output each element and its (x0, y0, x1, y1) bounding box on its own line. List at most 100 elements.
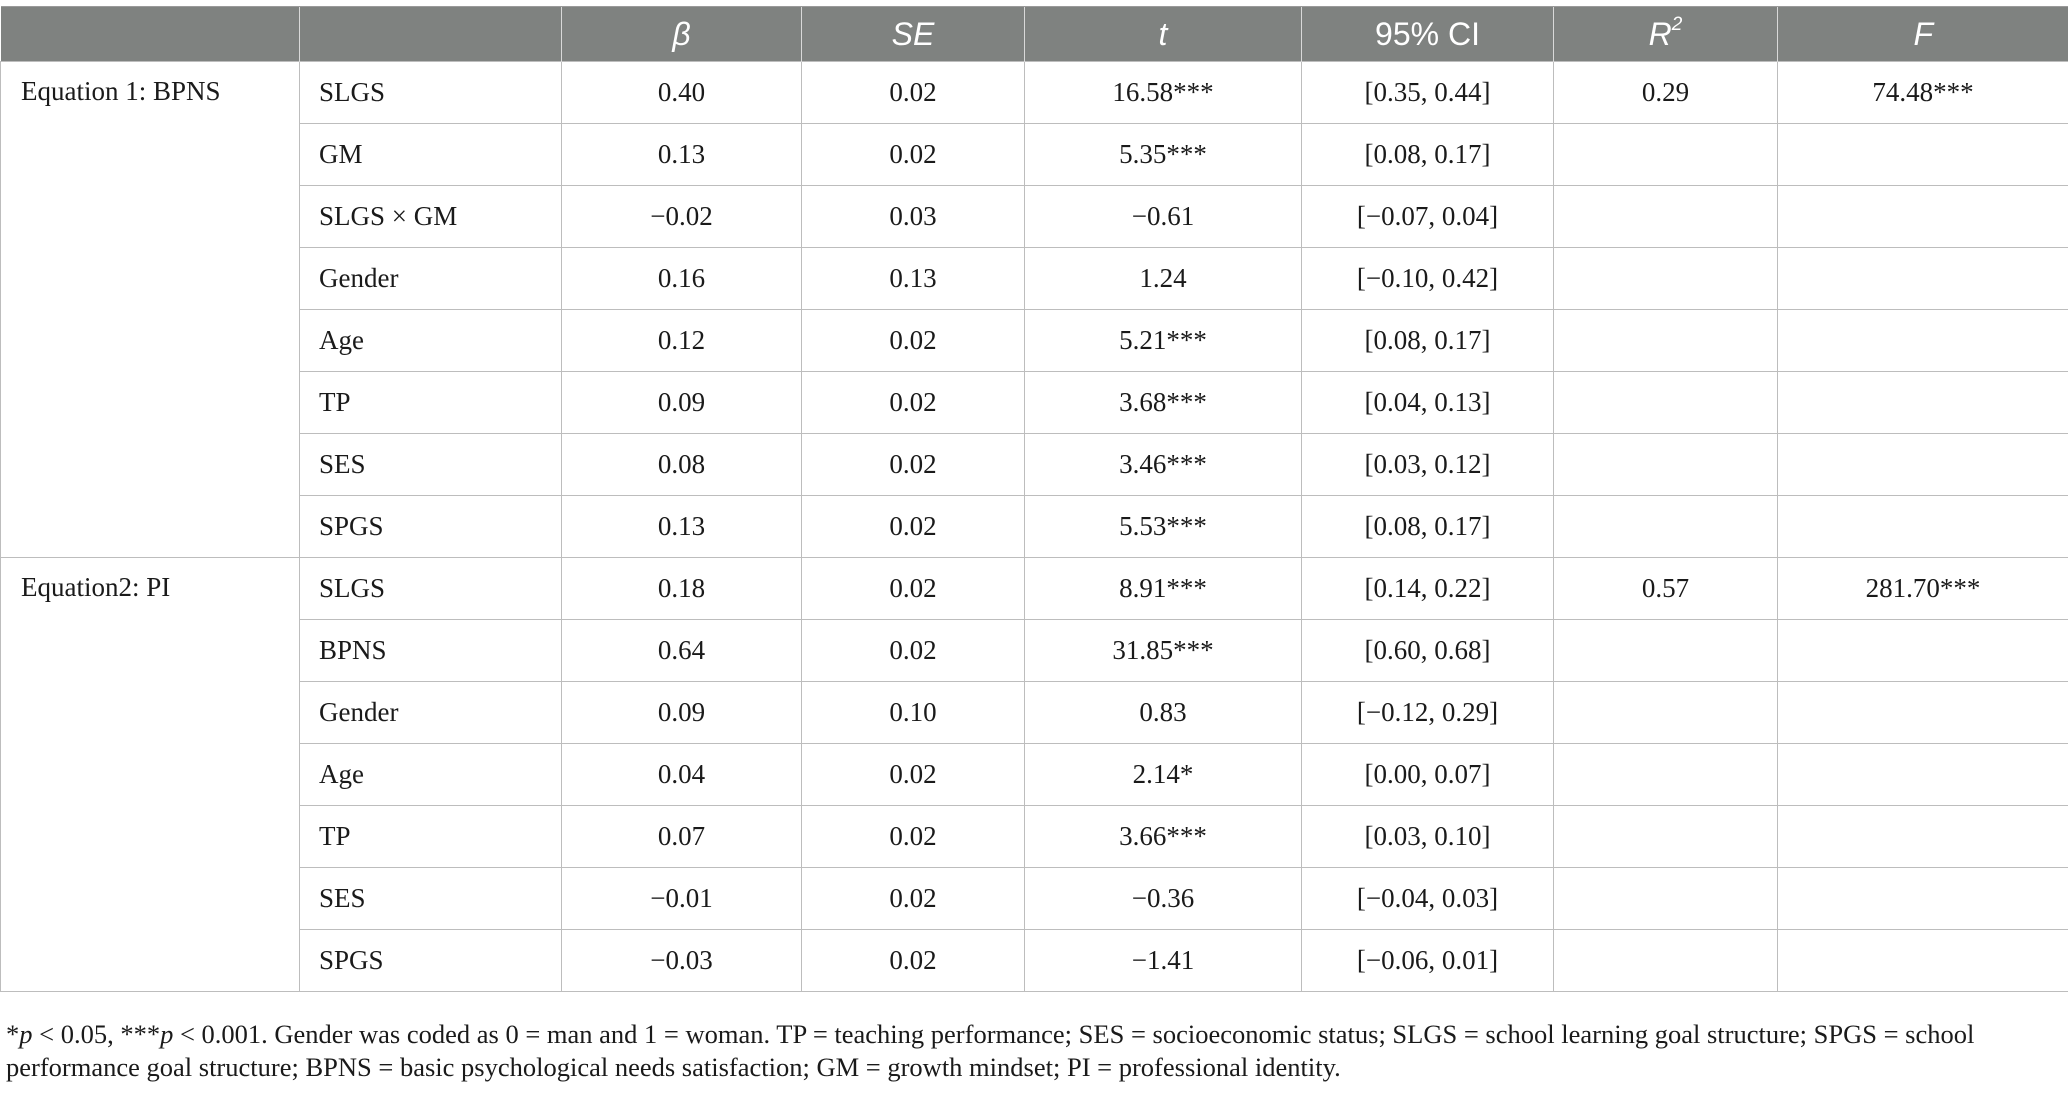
table-row: Gender 0.16 0.13 1.24 [−0.10, 0.42] (1, 247, 2068, 310)
header-se: SE (801, 6, 1025, 62)
f-cell (1777, 309, 2068, 372)
ci-cell: [0.00, 0.07] (1301, 743, 1554, 806)
table-footnote: *p < 0.05, ***p < 0.001. Gender was code… (6, 1018, 2046, 1084)
se-cell: 0.02 (801, 61, 1025, 124)
table-row: Age 0.04 0.02 2.14* [0.00, 0.07] (1, 743, 2068, 806)
footnote-star-1: * (6, 1019, 20, 1049)
r2-cell (1553, 743, 1778, 806)
t-cell: 5.53*** (1024, 495, 1302, 558)
table-row: Equation 1: BPNS SLGS 0.40 0.02 16.58*** [0.3… (0, 61, 2068, 558)
beta-cell: −0.02 (561, 185, 802, 248)
t-cell: −1.41 (1024, 929, 1302, 992)
f-cell (1777, 743, 2068, 806)
table-row: SES 0.08 0.02 3.46*** [0.03, 0.12] (1, 433, 2068, 496)
ci-cell: [0.03, 0.12] (1301, 433, 1554, 496)
ci-cell: [0.08, 0.17] (1301, 123, 1554, 186)
f-cell (1777, 185, 2068, 248)
footnote-p-1: p (19, 1019, 33, 1049)
beta-cell: 0.40 (561, 61, 802, 124)
se-cell: 0.02 (801, 309, 1025, 372)
r2-cell (1553, 309, 1778, 372)
r2-cell (1553, 867, 1778, 930)
se-cell: 0.13 (801, 247, 1025, 310)
header-row: β SE t 95% CI R2 F (0, 6, 2068, 62)
equation-label: Equation2: PI (0, 557, 300, 992)
se-cell: 0.02 (801, 619, 1025, 682)
r2-cell: 0.57 (1553, 557, 1778, 620)
r2-cell (1553, 433, 1778, 496)
variable-cell: SES (299, 867, 562, 930)
header-t: t (1024, 6, 1302, 62)
ci-cell: [−0.12, 0.29] (1301, 681, 1554, 744)
header-r2-superscript: 2 (1671, 13, 1683, 35)
f-cell (1777, 805, 2068, 868)
t-cell: 8.91*** (1024, 557, 1302, 620)
t-cell: 0.83 (1024, 681, 1302, 744)
r2-cell (1553, 495, 1778, 558)
table-row: Equation2: PI SLGS 0.18 0.02 8.91*** [0.14, 0… (0, 557, 2068, 992)
beta-cell: 0.12 (561, 309, 802, 372)
beta-cell: 0.16 (561, 247, 802, 310)
variable-cell: Age (299, 309, 562, 372)
se-cell: 0.02 (801, 557, 1025, 620)
beta-cell: 0.08 (561, 433, 802, 496)
regression-table-container: β SE t 95% CI R2 F Equation 1: BPNS SLGS 0… (0, 6, 2068, 992)
table-row: Age 0.12 0.02 5.21*** [0.08, 0.17] (1, 309, 2068, 372)
table-row: BPNS 0.64 0.02 31.85*** [0.60, 0.68] (1, 619, 2068, 682)
ci-cell: [0.60, 0.68] (1301, 619, 1554, 682)
table-row: SLGS × GM −0.02 0.03 −0.61 [−0.07, 0.04] (1, 185, 2068, 248)
table-row: TP 0.07 0.02 3.66*** [0.03, 0.10] (1, 805, 2068, 868)
ci-cell: [−0.10, 0.42] (1301, 247, 1554, 310)
t-cell: −0.36 (1024, 867, 1302, 930)
footnote-text: < 0.001. Gender was coded as 0 = man and… (6, 1019, 1975, 1082)
equation-label: Equation 1: BPNS (0, 61, 300, 558)
beta-cell: 0.07 (561, 805, 802, 868)
variable-cell: SPGS (299, 495, 562, 558)
beta-cell: −0.03 (561, 929, 802, 992)
t-cell: 3.68*** (1024, 371, 1302, 434)
se-cell: 0.02 (801, 743, 1025, 806)
table-row: TP 0.09 0.02 3.68*** [0.04, 0.13] (1, 371, 2068, 434)
f-cell (1777, 371, 2068, 434)
table-row: SPGS −0.03 0.02 −1.41 [−0.06, 0.01] (1, 929, 2068, 992)
r2-cell (1553, 185, 1778, 248)
r2-cell: 0.29 (1553, 61, 1778, 124)
header-beta: β (561, 6, 802, 62)
t-cell: 5.35*** (1024, 123, 1302, 186)
variable-cell: GM (299, 123, 562, 186)
t-cell: 3.66*** (1024, 805, 1302, 868)
t-cell: 31.85*** (1024, 619, 1302, 682)
se-cell: 0.02 (801, 495, 1025, 558)
beta-cell: 0.18 (561, 557, 802, 620)
f-cell (1777, 123, 2068, 186)
ci-cell: [0.35, 0.44] (1301, 61, 1554, 124)
se-cell: 0.02 (801, 929, 1025, 992)
f-cell (1777, 681, 2068, 744)
ci-cell: [0.08, 0.17] (1301, 309, 1554, 372)
ci-cell: [−0.06, 0.01] (1301, 929, 1554, 992)
variable-cell: SLGS (299, 61, 562, 124)
header-ci: 95% CI (1301, 6, 1554, 62)
beta-cell: 0.13 (561, 495, 802, 558)
beta-cell: 0.13 (561, 123, 802, 186)
variable-cell: SPGS (299, 929, 562, 992)
header-variable (299, 6, 562, 62)
table-row: SES −0.01 0.02 −0.36 [−0.04, 0.03] (1, 867, 2068, 930)
se-cell: 0.10 (801, 681, 1025, 744)
footnote-p-2: p (160, 1019, 174, 1049)
f-cell (1777, 247, 2068, 310)
header-r2: R2 (1553, 6, 1778, 62)
ci-cell: [−0.07, 0.04] (1301, 185, 1554, 248)
t-cell: 3.46*** (1024, 433, 1302, 496)
table-body: Equation 1: BPNS SLGS 0.40 0.02 16.58*** [0.3… (0, 61, 2068, 992)
ci-cell: [−0.04, 0.03] (1301, 867, 1554, 930)
r2-cell (1553, 371, 1778, 434)
variable-cell: Gender (299, 681, 562, 744)
header-f: F (1777, 6, 2068, 62)
se-cell: 0.03 (801, 185, 1025, 248)
r2-cell (1553, 619, 1778, 682)
r2-cell (1553, 929, 1778, 992)
variable-cell: SLGS × GM (299, 185, 562, 248)
r2-cell (1553, 681, 1778, 744)
ci-cell: [0.03, 0.10] (1301, 805, 1554, 868)
